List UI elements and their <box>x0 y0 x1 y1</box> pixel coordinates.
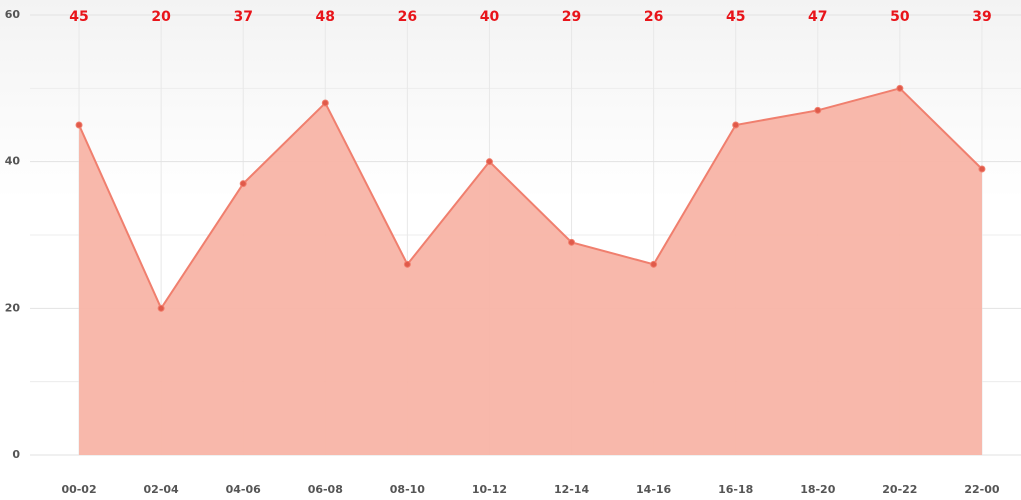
data-label: 48 <box>316 9 335 25</box>
x-tick-label: 14-16 <box>636 483 672 496</box>
x-tick-label: 16-18 <box>718 483 753 496</box>
x-tick-label: 08-10 <box>390 483 426 496</box>
y-tick-label: 0 <box>12 448 20 461</box>
y-tick-label: 20 <box>5 301 21 314</box>
point <box>650 260 658 268</box>
data-label: 40 <box>480 9 500 25</box>
data-label: 47 <box>808 9 827 25</box>
data-label: 45 <box>69 9 88 25</box>
x-tick-label: 22-00 <box>964 483 1000 496</box>
line <box>78 87 983 311</box>
point <box>978 165 986 173</box>
x-tick-label: 00-02 <box>61 483 96 496</box>
x-tick-label: 06-08 <box>308 483 343 496</box>
point <box>321 99 329 107</box>
point <box>75 121 83 129</box>
point <box>732 121 740 129</box>
y-tick-label: 40 <box>5 155 21 168</box>
data-label: 37 <box>233 9 252 25</box>
data-label: 20 <box>151 9 171 25</box>
data-label: 26 <box>398 9 417 25</box>
point <box>568 238 576 246</box>
x-tick-label: 10-12 <box>472 483 507 496</box>
x-tick-label: 20-22 <box>882 483 917 496</box>
x-tick-label: 04-06 <box>226 483 262 496</box>
x-tick-label: 02-04 <box>144 483 180 496</box>
point <box>403 260 411 268</box>
data-label: 29 <box>562 9 581 25</box>
data-label: 39 <box>972 9 991 25</box>
x-tick-label: 12-14 <box>554 483 590 496</box>
point <box>814 106 822 114</box>
point <box>157 304 165 312</box>
point <box>896 84 904 92</box>
y-tick-label: 60 <box>5 8 21 21</box>
point <box>485 158 493 166</box>
data-label: 50 <box>890 9 910 25</box>
data-label: 26 <box>644 9 663 25</box>
data-label: 45 <box>726 9 745 25</box>
area <box>79 88 982 455</box>
point <box>239 180 247 188</box>
x-tick-label: 18-20 <box>800 483 836 496</box>
